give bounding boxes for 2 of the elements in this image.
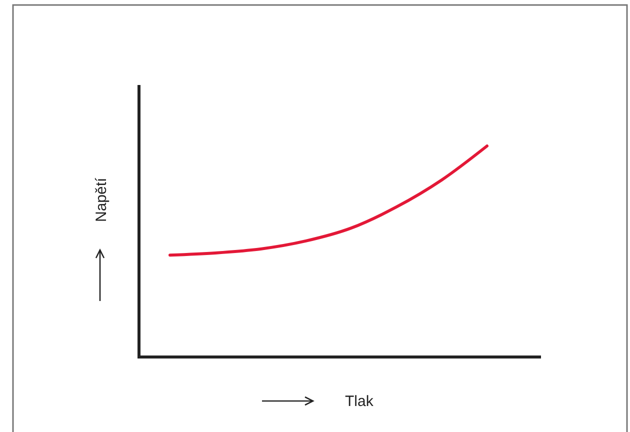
y-axis-title: Napětí: [93, 176, 110, 222]
x-axis-title: Tlak: [345, 393, 374, 410]
